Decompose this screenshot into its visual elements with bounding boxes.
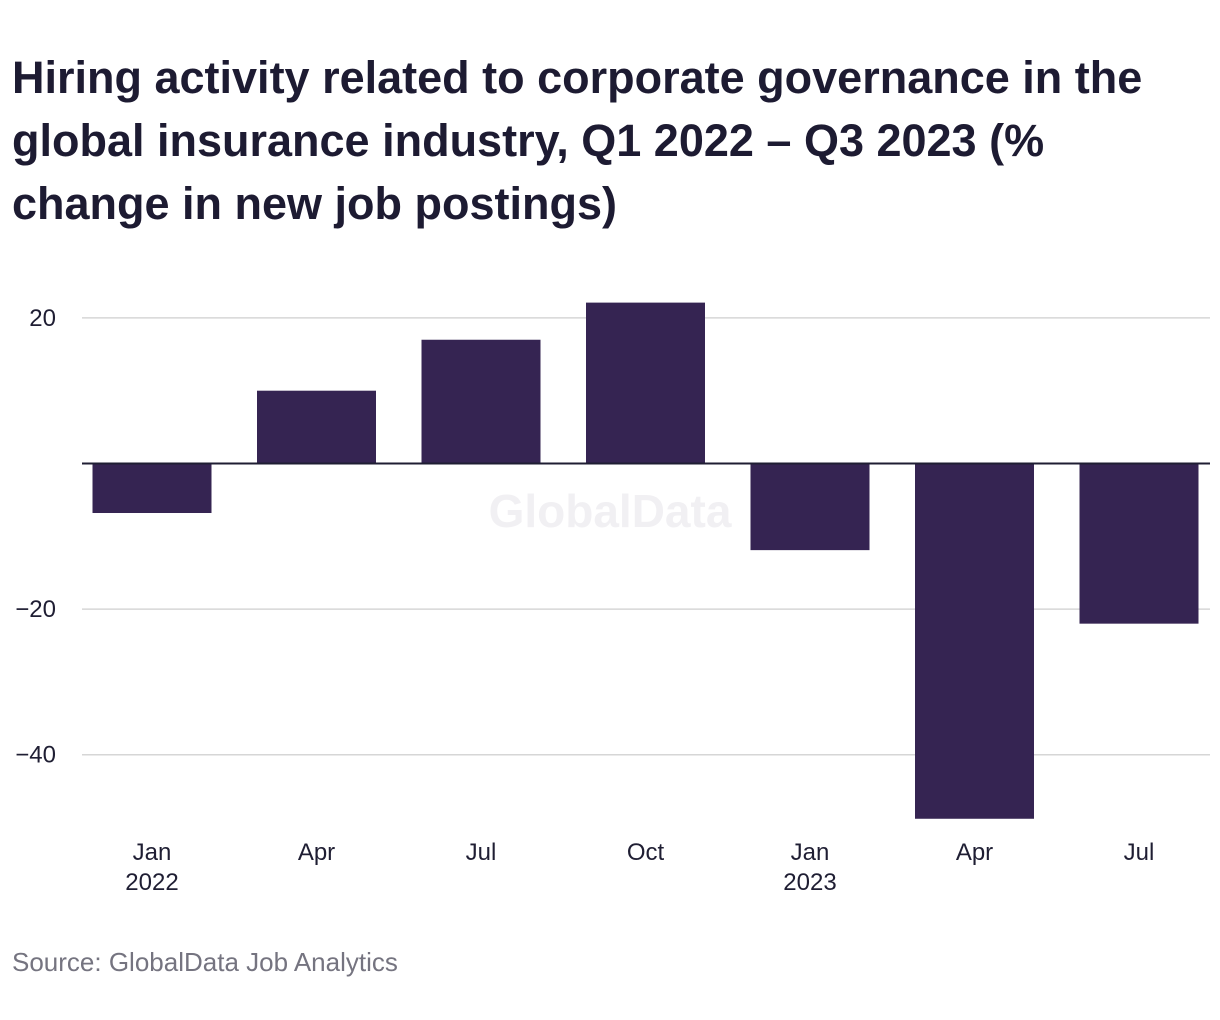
y-tick-label: 20 bbox=[29, 305, 56, 332]
bars bbox=[92, 302, 1199, 819]
watermark: GlobalData bbox=[489, 485, 732, 537]
bar bbox=[257, 390, 376, 464]
x-tick-label: Apr bbox=[298, 839, 335, 866]
x-tick-year-label: 2023 bbox=[783, 869, 836, 896]
y-tick-label: −40 bbox=[15, 742, 56, 769]
x-tick-year-label: 2022 bbox=[125, 869, 178, 896]
x-axis-labels: Jan 2022 Apr Jul Oct Jan 2023 Apr Jul bbox=[125, 839, 1154, 896]
y-tick-label: −20 bbox=[15, 596, 56, 623]
source-note: Source: GlobalData Job Analytics bbox=[12, 947, 398, 977]
x-tick-label: Jan bbox=[133, 839, 172, 866]
x-tick-label: Apr bbox=[956, 839, 993, 866]
chart-title: Hiring activity related to corporate gov… bbox=[12, 52, 1143, 229]
bar-chart: 20 −20 −40 GlobalData Jan 2022 Apr Jul Oct Jan 2… bbox=[15, 302, 1210, 896]
bar bbox=[750, 463, 870, 551]
bar bbox=[92, 463, 212, 514]
bar bbox=[1079, 463, 1199, 624]
x-tick-label: Jul bbox=[1124, 839, 1155, 866]
x-tick-label: Oct bbox=[627, 839, 665, 866]
x-tick-label: Jul bbox=[466, 839, 497, 866]
bar bbox=[915, 463, 1034, 819]
bar bbox=[586, 302, 705, 464]
bar bbox=[421, 339, 541, 464]
x-tick-label: Jan bbox=[791, 839, 830, 866]
